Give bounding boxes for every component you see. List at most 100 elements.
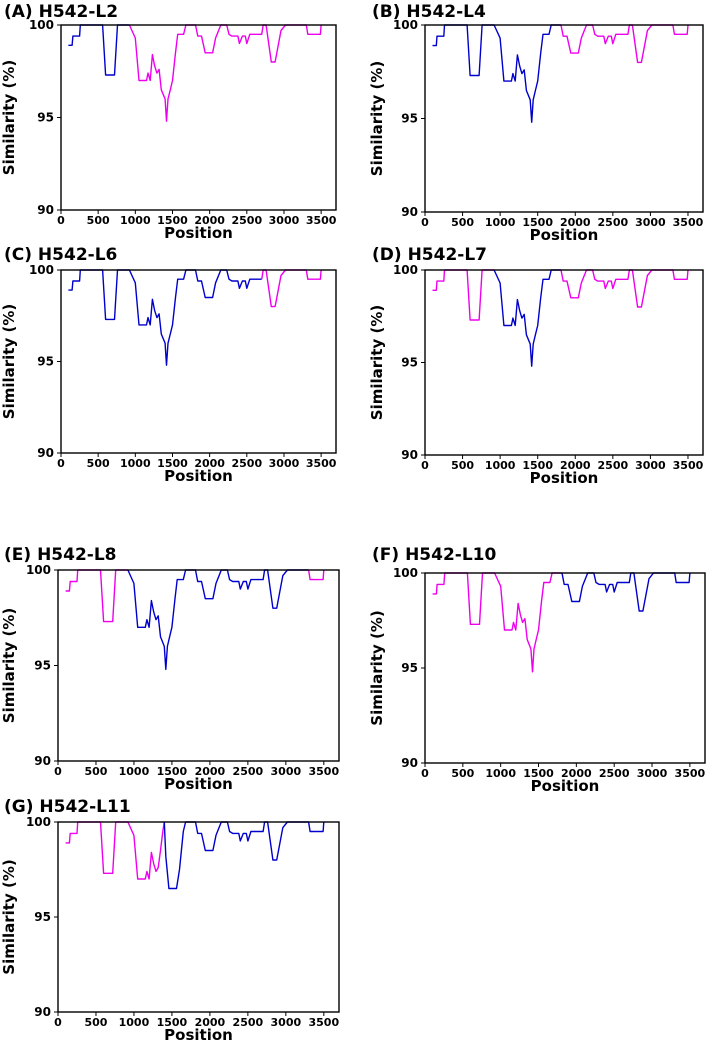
x-tick-label: 3000 bbox=[269, 214, 300, 227]
x-tick-label: 1500 bbox=[157, 214, 188, 227]
y-tick-label: 95 bbox=[401, 112, 418, 126]
series-line-pink bbox=[560, 24, 689, 64]
y-axis-label: Similarity (%) bbox=[368, 61, 386, 176]
x-tick-label: 1500 bbox=[157, 765, 188, 778]
x-tick-label: 1000 bbox=[120, 214, 151, 227]
chart-title: (C) H542-L6 bbox=[4, 245, 117, 265]
x-axis-label: Position bbox=[531, 777, 600, 795]
series-line-pink bbox=[65, 569, 128, 623]
y-axis-label: Similarity (%) bbox=[0, 608, 18, 723]
chart-title: (B) H542-L4 bbox=[372, 2, 486, 22]
series-line-pink bbox=[432, 572, 562, 673]
x-tick-label: 2000 bbox=[195, 765, 226, 778]
series-line-blue bbox=[493, 269, 561, 367]
y-tick-label: 95 bbox=[401, 661, 418, 675]
x-tick-label: 3000 bbox=[637, 767, 668, 780]
series-group bbox=[68, 269, 322, 366]
x-tick-label: 3500 bbox=[308, 765, 339, 778]
y-tick-label: 90 bbox=[34, 754, 51, 768]
x-tick-label: 500 bbox=[84, 1016, 107, 1029]
chart-title: (A) H542-L2 bbox=[4, 2, 118, 22]
series-group bbox=[65, 569, 325, 671]
y-axis-label: Similarity (%) bbox=[0, 859, 18, 974]
series-line-pink bbox=[261, 269, 322, 308]
y-tick-label: 90 bbox=[37, 446, 54, 460]
x-tick-label: 500 bbox=[87, 214, 110, 227]
plot-frame bbox=[57, 821, 340, 1013]
x-tick-label: 0 bbox=[421, 767, 429, 780]
plot-frame bbox=[424, 572, 706, 764]
plot-frame bbox=[60, 269, 337, 454]
y-tick-label: 95 bbox=[37, 355, 54, 369]
series-line-pink bbox=[432, 269, 495, 321]
y-tick-label: 100 bbox=[26, 563, 51, 577]
y-axis-label: Similarity (%) bbox=[0, 60, 18, 175]
x-axis-label: Position bbox=[164, 224, 233, 242]
chart-panel: (E) H542-L8 90 95 100 0 500 1000 1500 2000 2500 30… bbox=[0, 543, 340, 798]
x-axis-label: Position bbox=[530, 226, 599, 244]
y-tick-label: 100 bbox=[29, 18, 54, 32]
x-tick-label: 1000 bbox=[485, 767, 516, 780]
y-tick-label: 100 bbox=[393, 18, 418, 32]
x-axis-label: Position bbox=[164, 1026, 233, 1044]
y-tick-label: 90 bbox=[401, 448, 418, 462]
x-tick-label: 2000 bbox=[195, 1016, 226, 1029]
x-tick-label: 2500 bbox=[233, 765, 264, 778]
series-group bbox=[432, 572, 691, 673]
x-tick-label: 500 bbox=[87, 457, 110, 470]
x-tick-label: 3000 bbox=[271, 765, 302, 778]
x-tick-label: 500 bbox=[84, 765, 107, 778]
chart-title: (E) H542-L8 bbox=[4, 545, 117, 565]
x-tick-label: 0 bbox=[54, 765, 62, 778]
x-tick-label: 2500 bbox=[599, 767, 630, 780]
series-line-pink bbox=[65, 821, 165, 880]
x-tick-label: 2000 bbox=[560, 216, 591, 229]
y-tick-label: 95 bbox=[401, 356, 418, 370]
series-line-pink bbox=[307, 569, 325, 581]
x-tick-label: 0 bbox=[54, 1016, 62, 1029]
chart-title: (G) H542-L11 bbox=[4, 797, 131, 817]
x-tick-label: 1000 bbox=[485, 216, 516, 229]
x-tick-label: 1500 bbox=[522, 216, 553, 229]
x-tick-label: 3000 bbox=[269, 457, 300, 470]
y-tick-label: 95 bbox=[34, 659, 51, 673]
x-tick-label: 1500 bbox=[157, 457, 188, 470]
chart-title: (F) H542-L10 bbox=[372, 545, 497, 565]
x-tick-label: 1000 bbox=[119, 765, 150, 778]
y-tick-label: 95 bbox=[37, 111, 54, 125]
x-tick-label: 2000 bbox=[560, 459, 591, 472]
y-axis-label: Similarity (%) bbox=[368, 610, 386, 725]
chart-title: (D) H542-L7 bbox=[372, 245, 487, 265]
x-tick-label: 1500 bbox=[157, 1016, 188, 1029]
x-tick-label: 2000 bbox=[561, 767, 592, 780]
x-axis-label: Position bbox=[164, 467, 233, 485]
series-group bbox=[68, 24, 322, 122]
x-tick-label: 3500 bbox=[306, 457, 337, 470]
x-tick-label: 3000 bbox=[635, 216, 666, 229]
x-tick-label: 3500 bbox=[675, 767, 706, 780]
series-group bbox=[432, 269, 689, 367]
y-tick-label: 100 bbox=[393, 263, 418, 277]
chart-panel: (D) H542-L7 90 95 100 0 500 1000 1500 2000 2500 30… bbox=[368, 243, 709, 490]
series-group bbox=[65, 821, 325, 890]
chart-panel: (F) H542-L10 90 95 100 0 500 1000 1500 2000 2500 3… bbox=[368, 543, 709, 798]
x-tick-label: 0 bbox=[421, 459, 429, 472]
x-tick-label: 500 bbox=[451, 216, 474, 229]
series-line-blue bbox=[127, 569, 309, 671]
x-tick-label: 500 bbox=[451, 767, 474, 780]
x-tick-label: 500 bbox=[451, 459, 474, 472]
x-tick-label: 2500 bbox=[598, 459, 629, 472]
series-line-blue bbox=[432, 24, 561, 123]
x-tick-label: 2000 bbox=[194, 214, 225, 227]
x-axis-label: Position bbox=[164, 775, 233, 793]
y-tick-label: 90 bbox=[401, 205, 418, 219]
series-line-blue bbox=[163, 821, 325, 890]
series-line-blue bbox=[68, 269, 262, 366]
x-tick-label: 3500 bbox=[306, 214, 337, 227]
y-tick-label: 90 bbox=[401, 756, 418, 770]
